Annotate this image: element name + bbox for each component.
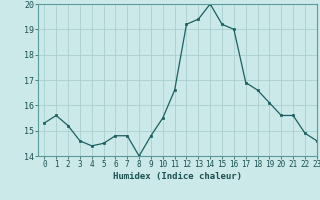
X-axis label: Humidex (Indice chaleur): Humidex (Indice chaleur) [113, 172, 242, 181]
